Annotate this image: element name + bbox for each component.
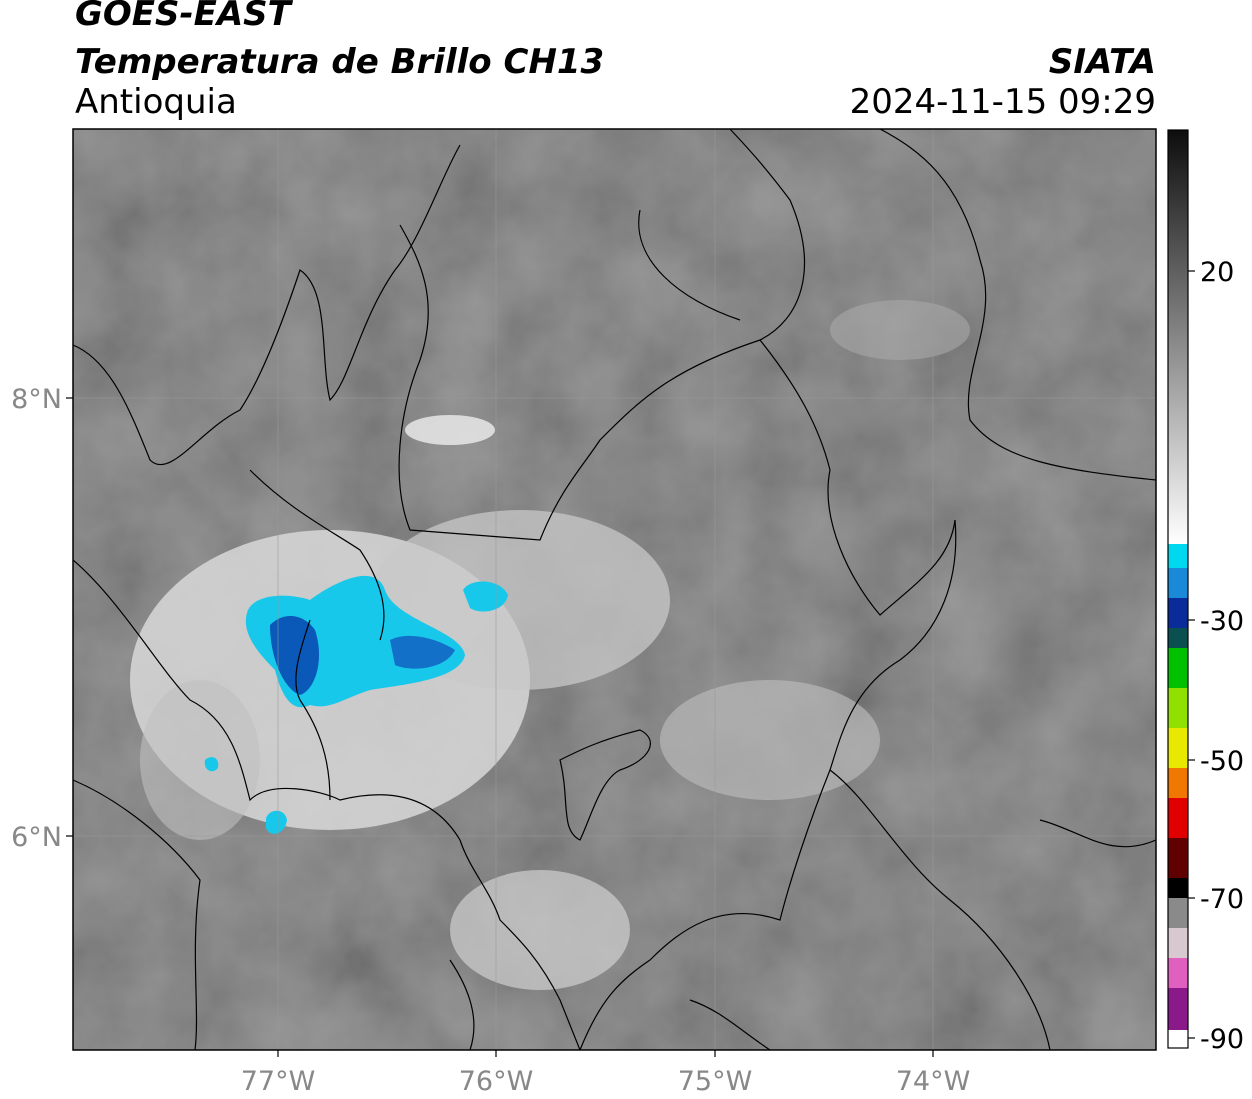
colorbar-segment bbox=[1168, 688, 1188, 728]
department-border bbox=[689, 999, 771, 1050]
colorbar-yellow-segment bbox=[1168, 728, 1188, 768]
lon-label: 74°W bbox=[896, 1066, 971, 1097]
colorbar: 20 -30 -50 -70 -90 bbox=[1167, 129, 1244, 1055]
department-border bbox=[1039, 819, 1156, 848]
satellite-title: GOES-EAST bbox=[75, 0, 291, 34]
region-label: Antioquia bbox=[75, 82, 237, 122]
lon-label: 77°W bbox=[241, 1066, 316, 1097]
colorbar-tick-label: 20 bbox=[1200, 257, 1234, 288]
lat-label: 8°N bbox=[11, 384, 62, 415]
colorbar-tick-label: -70 bbox=[1200, 884, 1244, 915]
colorbar-pink-segment bbox=[1168, 958, 1188, 988]
department-border bbox=[559, 729, 651, 841]
colorbar-green-segment bbox=[1168, 648, 1188, 688]
datetime-label: 2024-11-15 09:29 bbox=[849, 82, 1156, 122]
colorbar-segment bbox=[1168, 898, 1188, 928]
colorbar-black-segment bbox=[1168, 878, 1188, 898]
colorbar-tick-label: -30 bbox=[1200, 606, 1244, 637]
department-border bbox=[638, 209, 741, 321]
cloud-area bbox=[140, 680, 260, 840]
colorbar-red-segment bbox=[1168, 798, 1188, 838]
department-border bbox=[829, 769, 1051, 1050]
colorbar-segment bbox=[1168, 628, 1188, 648]
map-panel: 8°N 6°N 77°W 76°W 75°W 74°W bbox=[11, 128, 1157, 1097]
river bbox=[295, 619, 331, 801]
colorbar-segment bbox=[1168, 1030, 1188, 1048]
colorbar-segment bbox=[1168, 838, 1188, 878]
department-border bbox=[879, 129, 1156, 481]
department-border bbox=[579, 519, 957, 1050]
product-title: Temperatura de Brillo CH13 bbox=[75, 42, 605, 82]
colorbar-purple-segment bbox=[1168, 988, 1188, 1030]
department-border bbox=[759, 339, 956, 616]
very-cold-cloud-top bbox=[390, 635, 455, 669]
colorbar-cyan-segment bbox=[1168, 544, 1188, 568]
boundaries bbox=[73, 129, 1156, 1050]
colorbar-segment bbox=[1168, 928, 1188, 958]
colorbar-gray-segment bbox=[1168, 130, 1188, 544]
very-cold-cloud-top bbox=[270, 615, 320, 695]
cold-cloud-top bbox=[266, 810, 287, 834]
axis-ticks bbox=[66, 397, 934, 1057]
coastline bbox=[73, 144, 461, 466]
department-border bbox=[398, 129, 805, 541]
cloud-area bbox=[405, 415, 495, 445]
cold-cloud-top bbox=[463, 581, 508, 612]
cloud-area bbox=[450, 870, 630, 990]
lon-label: 76°W bbox=[459, 1066, 534, 1097]
colorbar-tick-label: -90 bbox=[1200, 1024, 1244, 1055]
organization-label: SIATA bbox=[1048, 42, 1156, 82]
colorbar-frame bbox=[1167, 129, 1189, 1049]
colorbar-segment bbox=[1168, 568, 1188, 598]
department-border bbox=[73, 559, 581, 1050]
cloud-area bbox=[660, 680, 880, 800]
coastline bbox=[73, 779, 201, 1050]
map-frame bbox=[72, 128, 1157, 1051]
graticule bbox=[73, 129, 1156, 1050]
department-border bbox=[449, 959, 475, 1050]
cold-cloud-top bbox=[204, 757, 219, 772]
lon-label: 75°W bbox=[678, 1066, 753, 1097]
colorbar-segment bbox=[1168, 768, 1188, 798]
cloud-fields bbox=[130, 300, 970, 990]
department-border bbox=[249, 469, 385, 641]
colorbar-tick-label: -50 bbox=[1200, 746, 1244, 777]
lat-label: 6°N bbox=[11, 822, 62, 853]
cloud-area bbox=[830, 300, 970, 360]
colorbar-blue-segment bbox=[1168, 598, 1188, 628]
